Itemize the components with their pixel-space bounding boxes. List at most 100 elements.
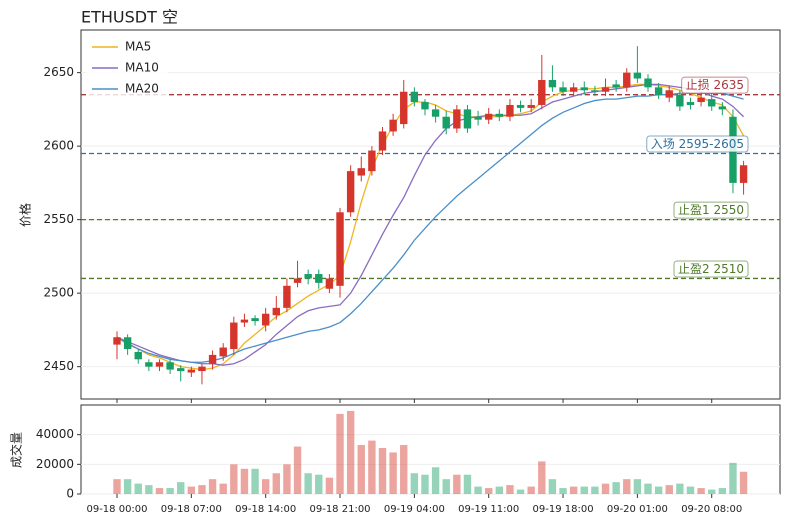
volume-bar [389, 452, 397, 494]
volume-bar [474, 486, 482, 494]
volume-bar [548, 479, 557, 494]
y-tick-label: 2550 [43, 212, 74, 226]
candle-body [485, 113, 493, 120]
candle-body [123, 337, 132, 350]
candle-body [548, 79, 557, 88]
reference-label-text: 止盈2 2510 [678, 262, 744, 276]
volume-bar [506, 485, 514, 494]
candle-body [633, 72, 642, 79]
volume-bar [601, 483, 610, 494]
reference-label: 止损 2635 [681, 76, 749, 94]
volume-bar [357, 445, 365, 494]
x-tick-label: 09-20 08:00 [681, 504, 742, 515]
candle-body [463, 109, 472, 129]
volume-bar [155, 488, 164, 494]
candle-body [336, 212, 344, 286]
x-tick-label: 09-18 00:00 [86, 504, 147, 515]
reference-label-box [673, 260, 749, 278]
volume-bar [686, 486, 695, 494]
y-tick-label: 2650 [43, 65, 74, 79]
volume-bar [676, 483, 684, 494]
candle-body [198, 366, 206, 372]
candle-body [293, 278, 302, 283]
candle-body [261, 313, 270, 326]
volume-bar [325, 477, 334, 494]
candle-body [219, 347, 227, 357]
legend-label: MA10 [125, 61, 159, 75]
candle-body [421, 102, 429, 110]
candle-body [134, 351, 142, 360]
volume-bar [580, 486, 588, 494]
volume-bar [421, 474, 429, 494]
volume-bar [697, 488, 705, 494]
volume-bar [336, 413, 344, 494]
candle-body [569, 87, 578, 92]
y-tick-label: 2500 [43, 286, 74, 300]
candle-body [251, 318, 259, 322]
ma-line [116, 92, 744, 363]
candle-body [431, 109, 440, 117]
candle-body [208, 354, 217, 364]
x-tick-label: 09-19 11:00 [458, 504, 519, 515]
volume-bar [654, 486, 663, 494]
candle-body [177, 368, 185, 372]
y-tick-label: 20000 [36, 457, 74, 471]
volume-bar [495, 486, 504, 494]
volume-bar [665, 485, 673, 494]
volume-bar [739, 471, 748, 494]
volume-bar [612, 482, 620, 494]
volume-bar [644, 483, 652, 494]
candle-body [315, 274, 323, 283]
volume-bar [378, 448, 387, 494]
x-tick-label: 09-20 01:00 [607, 504, 668, 515]
candle-body [708, 99, 716, 107]
candle-body [357, 168, 365, 176]
x-tick-label: 09-19 18:00 [533, 504, 594, 515]
reference-label: 止盈2 2510 [673, 260, 749, 278]
candle-body [304, 274, 312, 279]
reference-label-text: 入场 2595-2605 [651, 137, 744, 151]
x-tick-label: 09-18 14:00 [235, 504, 296, 515]
candle-body [155, 362, 164, 367]
candle-body [389, 119, 397, 132]
volume-bar [123, 479, 132, 494]
volume-bar [230, 464, 238, 494]
candle-body [442, 116, 450, 129]
x-tick-label: 09-19 04:00 [384, 504, 445, 515]
candle-body [400, 91, 408, 125]
candle-body [187, 369, 196, 373]
candle-body [644, 78, 652, 88]
candle-body [166, 362, 174, 370]
volume-bar [591, 486, 599, 494]
volume-bar [346, 410, 355, 494]
candle-body [591, 90, 599, 92]
candle-body [506, 104, 514, 117]
volume-bar [442, 479, 450, 494]
x-tick-label: 09-18 07:00 [161, 504, 222, 515]
volume-bar [293, 446, 302, 494]
reference-label: 入场 2595-2605 [646, 135, 749, 153]
volume-bar [623, 479, 631, 494]
volume-bar [527, 486, 535, 494]
candle-body [495, 113, 504, 117]
volume-bar [368, 440, 376, 494]
volume-bar [272, 473, 280, 494]
volume-bar [283, 464, 291, 494]
reference-label-box [646, 135, 749, 153]
candle-body [453, 109, 461, 129]
candle-body [580, 87, 588, 91]
candle-body [240, 319, 249, 323]
candle-body [559, 87, 567, 92]
candle-body [474, 116, 482, 120]
volume-bar [219, 483, 227, 494]
reference-label-box [681, 76, 749, 94]
volume-bar [538, 461, 546, 494]
volume-bar [251, 468, 259, 494]
reference-label-text: 止损 2635 [686, 78, 744, 92]
legend-box [86, 36, 168, 100]
reference-label-text: 止盈1 2550 [678, 203, 744, 217]
candle-body [145, 362, 153, 367]
volume-bar [569, 486, 578, 494]
y-tick-label: 2450 [43, 359, 74, 373]
